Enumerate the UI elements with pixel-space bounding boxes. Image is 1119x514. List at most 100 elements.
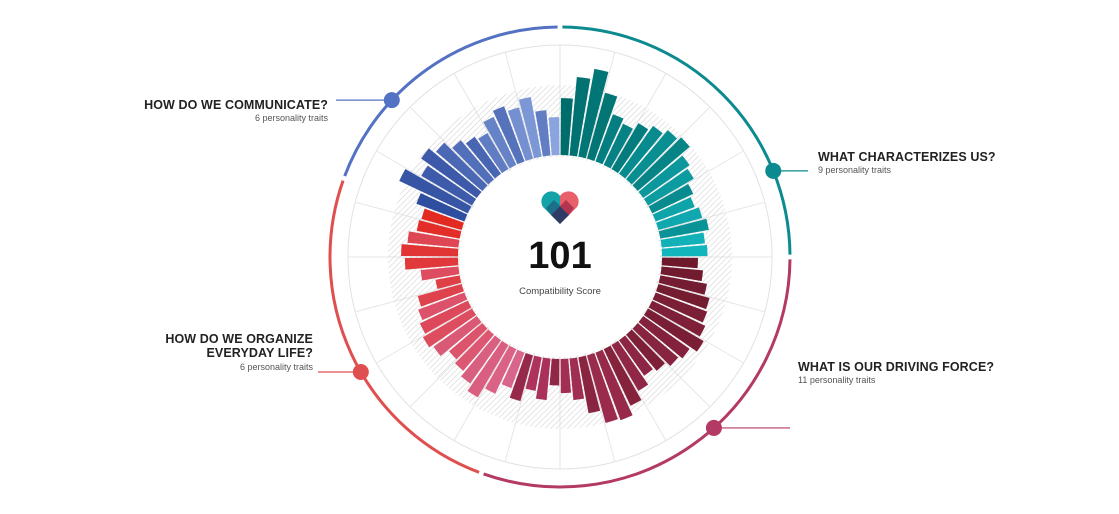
- bar-2-6: [433, 316, 482, 356]
- bar-0-0: [560, 98, 573, 156]
- bar-3-10: [507, 107, 533, 161]
- bar-2-11: [435, 275, 462, 290]
- bar-1-3: [656, 284, 710, 310]
- bar-1-17: [560, 358, 572, 394]
- section-title-characterizes: WHAT CHARACTERIZES US?: [818, 150, 996, 164]
- bar-3-1: [399, 168, 472, 214]
- bar-2-14: [401, 244, 459, 257]
- bar-3-4: [436, 142, 488, 191]
- bar-0-2: [578, 68, 609, 159]
- section-dot-organize: [352, 364, 369, 380]
- bar-1-1: [660, 266, 704, 282]
- bar-3-7: [478, 132, 509, 174]
- bar-1-7: [638, 316, 690, 359]
- outer-arc-3: [343, 25, 558, 177]
- bar-3-6: [465, 136, 501, 179]
- bar-0-15: [658, 218, 709, 239]
- bar-3-0: [416, 193, 468, 222]
- bar-2-1: [485, 345, 517, 394]
- bar-0-3: [587, 92, 618, 161]
- bar-2-15: [407, 231, 460, 248]
- bar-0-16: [660, 232, 705, 248]
- bar-1-19: [535, 357, 551, 401]
- section-subtitle-driving: 11 personality traits: [798, 375, 876, 386]
- bar-0-13: [652, 197, 695, 222]
- section-title-driving: WHAT IS OUR DRIVING FORCE?: [798, 360, 995, 374]
- section-dot-communicate: [383, 92, 400, 109]
- section-label-communicate[interactable]: HOW DO WE COMMUNICATE? 6 personality tra…: [144, 98, 328, 124]
- bar-0-4: [595, 114, 624, 165]
- bar-1-0: [661, 257, 698, 269]
- bar-0-14: [656, 207, 703, 230]
- heart-logo-icon: [541, 191, 579, 224]
- hatched-background-ring: [388, 85, 732, 429]
- section-label-organize[interactable]: HOW DO WE ORGANIZE EVERYDAY LIFE? 6 pers…: [165, 332, 313, 372]
- bar-3-13: [548, 117, 560, 156]
- bar-0-11: [643, 168, 694, 206]
- bar-0-5: [603, 123, 633, 169]
- bar-1-13: [595, 349, 633, 421]
- bar-1-21: [509, 353, 533, 402]
- bar-1-15: [578, 355, 601, 414]
- compatibility-score-value: 101: [528, 235, 592, 277]
- bar-0-8: [626, 130, 678, 185]
- bar-1-12: [603, 345, 642, 406]
- bar-3-2: [421, 165, 477, 206]
- bar-2-17: [421, 208, 464, 230]
- bar-1-10: [619, 335, 653, 376]
- bar-0-6: [611, 123, 649, 174]
- bar-1-5: [648, 300, 706, 337]
- bar-2-7: [422, 308, 477, 348]
- section-subtitle-organize: 6 personality traits: [239, 361, 313, 372]
- bar-0-1: [569, 77, 591, 157]
- bar-0-10: [638, 155, 690, 198]
- bar-2-5: [449, 323, 488, 360]
- bar-1-9: [626, 329, 665, 371]
- section-label-driving[interactable]: WHAT IS OUR DRIVING FORCE? 11 personalit…: [798, 360, 994, 386]
- bar-2-8: [419, 300, 472, 334]
- bar-1-14: [587, 353, 618, 424]
- bar-1-4: [652, 292, 708, 323]
- bar-2-0: [501, 349, 525, 389]
- bar-1-18: [549, 358, 560, 386]
- outer-arc-2: [328, 180, 480, 474]
- section-title-organize-line1: HOW DO WE ORGANIZE: [165, 332, 313, 346]
- bar-1-8: [632, 323, 679, 366]
- bar-2-16: [416, 220, 462, 239]
- bar-3-3: [421, 148, 482, 198]
- bar-0-17: [661, 245, 708, 257]
- bar-1-2: [658, 275, 707, 295]
- section-subtitle-characterizes: 9 personality traits: [818, 165, 892, 176]
- bar-1-6: [643, 308, 704, 352]
- bar-0-7: [619, 125, 663, 179]
- bar-2-9: [418, 292, 468, 321]
- bar-3-12: [535, 110, 551, 157]
- bar-1-20: [525, 355, 542, 391]
- bar-1-16: [569, 357, 585, 401]
- section-label-characterizes[interactable]: WHAT CHARACTERIZES US? 9 personality tra…: [818, 150, 996, 176]
- bar-0-9: [632, 137, 690, 191]
- bar-2-3: [461, 335, 501, 384]
- section-subtitle-communicate: 6 personality traits: [254, 113, 328, 124]
- bar-2-10: [417, 284, 464, 307]
- section-title-organize-line2: EVERYDAY LIFE?: [206, 346, 313, 361]
- outer-arc-0: [562, 25, 792, 255]
- bar-2-12: [420, 266, 460, 281]
- bar-3-5: [452, 140, 494, 185]
- bar-3-9: [492, 106, 525, 165]
- bar-2-2: [467, 340, 509, 398]
- bar-1-11: [611, 340, 649, 391]
- outer-arc-1: [483, 259, 792, 489]
- bar-3-11: [518, 96, 542, 159]
- center-disc: [460, 157, 660, 357]
- bar-2-4: [455, 329, 494, 371]
- bar-0-12: [648, 184, 694, 214]
- section-dot-driving: [705, 419, 722, 436]
- compatibility-score-caption: Compatibility Score: [519, 286, 601, 297]
- section-title-communicate: HOW DO WE COMMUNICATE?: [144, 98, 328, 112]
- bar-2-13: [404, 257, 459, 270]
- bar-3-8: [483, 116, 517, 169]
- section-dot-characterizes: [765, 162, 782, 179]
